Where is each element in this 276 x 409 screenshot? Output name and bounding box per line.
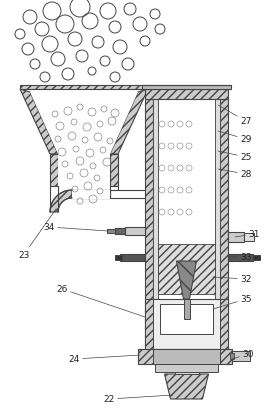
Polygon shape (176, 261, 197, 299)
Text: 32: 32 (213, 275, 251, 284)
Polygon shape (72, 191, 110, 198)
Bar (160, 304, 213, 334)
Bar (145, 100, 153, 349)
Text: 22: 22 (104, 395, 173, 404)
Bar (142, 86, 231, 90)
Polygon shape (50, 191, 72, 213)
Text: 27: 27 (218, 106, 251, 126)
Text: 34: 34 (44, 223, 108, 232)
Polygon shape (164, 374, 208, 399)
Bar (155, 364, 218, 372)
Text: 30: 30 (232, 350, 253, 359)
Polygon shape (20, 90, 58, 155)
Bar (153, 100, 158, 349)
Polygon shape (30, 93, 138, 155)
Text: 29: 29 (218, 132, 251, 144)
Text: 33: 33 (228, 253, 251, 262)
Text: 31: 31 (235, 230, 259, 239)
Bar (115, 255, 122, 261)
Text: 25: 25 (218, 152, 251, 162)
Bar (145, 299, 228, 349)
Bar (244, 234, 254, 241)
Bar (174, 372, 198, 374)
Bar (50, 155, 58, 187)
Bar (228, 254, 253, 261)
Text: 35: 35 (213, 295, 251, 309)
Bar (138, 349, 232, 364)
Bar (228, 232, 244, 243)
Bar (232, 351, 250, 361)
Text: 26: 26 (57, 285, 145, 317)
Bar (184, 299, 190, 319)
Text: 23: 23 (18, 209, 56, 259)
Polygon shape (110, 90, 148, 155)
Bar (115, 229, 125, 234)
Bar (120, 254, 145, 261)
Bar (230, 353, 234, 359)
Bar (58, 155, 110, 187)
Text: 28: 28 (218, 170, 251, 179)
Bar (220, 299, 228, 349)
Bar (158, 100, 215, 349)
Bar (125, 227, 145, 236)
Bar (220, 100, 228, 349)
Bar (20, 86, 148, 90)
Bar (145, 90, 228, 100)
Bar (153, 349, 220, 364)
Bar (158, 245, 215, 294)
Bar (253, 255, 260, 261)
Polygon shape (72, 190, 110, 199)
Bar (215, 100, 220, 349)
Bar (107, 229, 115, 234)
Text: 24: 24 (69, 355, 140, 364)
Bar (110, 155, 118, 187)
Bar (145, 299, 153, 349)
